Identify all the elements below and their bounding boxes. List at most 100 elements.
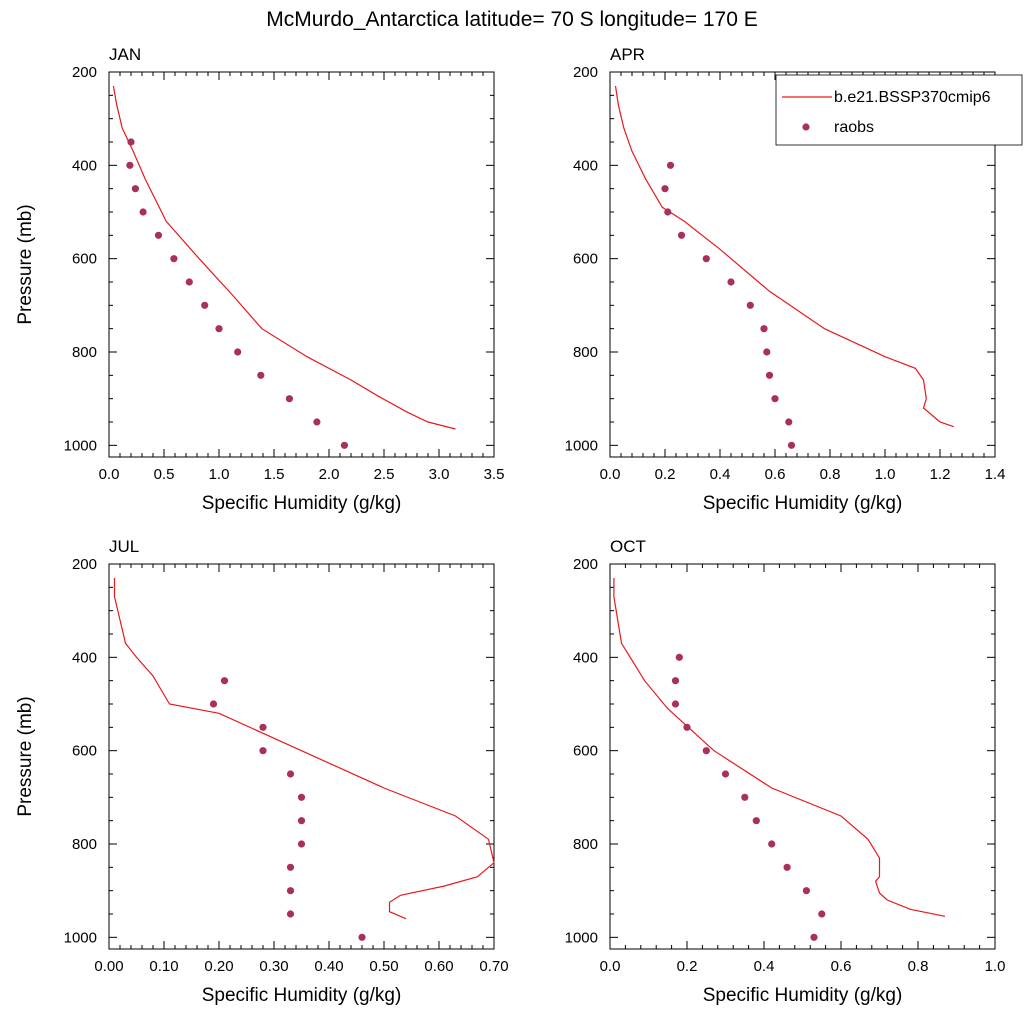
raobs-marker <box>209 700 218 708</box>
x-tick-label: 0.8 <box>908 958 929 975</box>
panel-oct: 0.0 0.2 0.4 0.6 0.8 1.0 200 400 600 800 1000 OCT Spe… <box>565 537 1006 1006</box>
x-tick-label: 0.0 <box>99 466 120 483</box>
raobs-marker <box>671 677 680 685</box>
y-tick-label: 600 <box>72 251 97 268</box>
panel-title-oct: OCT <box>610 537 646 556</box>
raobs-marker <box>234 348 242 356</box>
raobs-marker <box>702 747 710 755</box>
y-tick-label: 600 <box>72 743 97 760</box>
x-axis-label: Specific Humidity (g/kg) <box>202 493 402 514</box>
raobs-marker <box>259 723 267 731</box>
y-tick-label: 600 <box>573 743 598 760</box>
panels: 0.0 0.5 1.0 1.5 2.0 2.5 3.0 3.5 200 400 600 800 1000… <box>15 45 1005 1006</box>
x-tick-label: 0.6 <box>765 466 786 483</box>
legend-box <box>775 74 1023 146</box>
plot-frame-jan <box>108 71 495 458</box>
x-axis-label: Specific Humidity (g/kg) <box>703 493 903 514</box>
y-tick-label: 1000 <box>64 929 97 946</box>
y-tick-label: 1000 <box>64 437 97 454</box>
raobs-marker <box>185 278 193 286</box>
x-tick-label: 1.0 <box>875 466 896 483</box>
y-tick-label: 800 <box>72 344 97 361</box>
panel-title-jul: JUL <box>109 537 139 556</box>
x-tick-label: 0.70 <box>479 958 508 975</box>
x-tick-label: 0.8 <box>820 466 841 483</box>
x-tick-label: 0.60 <box>424 958 453 975</box>
raobs-marker <box>785 418 793 426</box>
y-tick-label: 400 <box>573 649 598 666</box>
x-tick-label: 0.50 <box>369 958 398 975</box>
model-profile-line <box>614 85 954 428</box>
raobs-marker <box>286 863 295 871</box>
raobs-marker <box>810 933 818 941</box>
x-tick-label: 1.2 <box>930 466 951 483</box>
raobs-marker <box>257 371 265 379</box>
y-axis-label: Pressure (mb) <box>15 696 36 816</box>
y-tick-label: 200 <box>573 556 598 573</box>
x-tick-label: 1.0 <box>209 466 230 483</box>
x-tick-label: 2.5 <box>374 466 395 483</box>
raobs-marker <box>677 231 686 239</box>
raobs-marker <box>787 441 796 449</box>
raobs-marker <box>358 933 366 941</box>
panel-jul: 0.00 0.10 0.20 0.30 0.40 0.50 0.60 0.70 200 400 60… <box>15 537 509 1006</box>
raobs-marker <box>746 301 754 309</box>
x-tick-label: 0.20 <box>204 958 233 975</box>
x-tick-label: 0.0 <box>600 958 621 975</box>
raobs-marker <box>763 348 771 356</box>
raobs-marker <box>760 325 768 333</box>
raobs-marker <box>675 653 683 661</box>
x-tick-label: 0.4 <box>710 466 731 483</box>
y-axis-label: Pressure (mb) <box>15 204 36 324</box>
plot-frame-apr <box>609 71 996 458</box>
x-tick-label: 0.6 <box>831 958 852 975</box>
y-tick-label: 1000 <box>565 437 598 454</box>
model-profile-line <box>613 578 946 917</box>
x-tick-label: 1.4 <box>985 466 1006 483</box>
model-profile-line <box>112 85 456 430</box>
raobs-marker <box>702 255 710 263</box>
y-tick-label: 800 <box>72 836 97 853</box>
raobs-marker <box>727 278 735 286</box>
legend-label-model: b.e21.BSSP370cmip6 <box>834 89 991 106</box>
y-tick-label: 400 <box>72 649 97 666</box>
x-tick-label: 0.4 <box>754 958 775 975</box>
raobs-marker <box>297 793 306 801</box>
raobs-marker <box>765 371 774 379</box>
legend-marker-swatch <box>802 123 810 131</box>
y-tick-label: 1000 <box>565 929 598 946</box>
x-tick-label: 0.2 <box>677 958 698 975</box>
raobs-marker <box>664 208 672 216</box>
raobs-marker <box>286 887 295 895</box>
x-tick-label: 3.5 <box>484 466 505 483</box>
raobs-marker <box>259 747 267 755</box>
raobs-marker <box>131 185 139 193</box>
x-tick-label: 0.00 <box>94 958 123 975</box>
raobs-marker <box>768 840 776 848</box>
x-axis-label: Specific Humidity (g/kg) <box>202 985 402 1006</box>
raobs-marker <box>201 301 209 309</box>
raobs-marker <box>661 185 669 193</box>
panel-title-jan: JAN <box>109 45 141 64</box>
raobs-marker <box>127 138 135 146</box>
raobs-marker <box>126 161 134 169</box>
raobs-marker <box>802 887 811 895</box>
raobs-marker <box>285 395 293 403</box>
y-tick-label: 400 <box>573 157 598 174</box>
raobs-marker <box>783 863 791 871</box>
raobs-marker <box>286 770 295 778</box>
raobs-marker <box>771 395 779 403</box>
raobs-marker <box>313 418 321 426</box>
y-tick-label: 200 <box>573 64 598 81</box>
plot-frame-oct <box>609 563 996 950</box>
raobs-marker <box>154 231 163 239</box>
raobs-marker <box>666 161 675 169</box>
panel-jan: 0.0 0.5 1.0 1.5 2.0 2.5 3.0 3.5 200 400 600 800 1000… <box>15 45 504 514</box>
x-tick-label: 2.0 <box>319 466 340 483</box>
raobs-marker <box>671 700 680 708</box>
x-tick-label: 0.10 <box>149 958 178 975</box>
figure-title: McMurdo_Antarctica latitude= 70 S longit… <box>266 8 757 31</box>
raobs-marker <box>683 723 691 731</box>
raobs-marker <box>286 910 295 918</box>
x-tick-label: 0.40 <box>314 958 343 975</box>
